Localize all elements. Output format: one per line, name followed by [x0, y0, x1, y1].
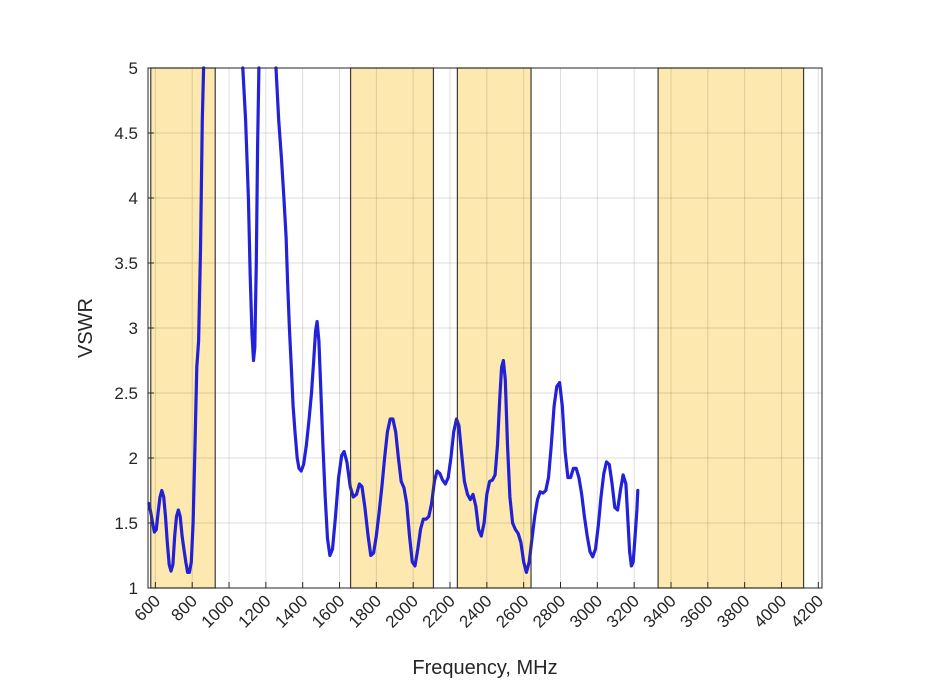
x-tick-label: 4200 [787, 591, 827, 631]
band-highlights [150, 68, 804, 588]
series-line-segment [274, 66, 640, 574]
y-tick-label: 2 [129, 449, 138, 468]
y-tick-label: 1 [129, 579, 138, 598]
y-tick-label: 3.5 [114, 254, 138, 273]
band-1 [150, 68, 216, 588]
series-line-segment [147, 66, 206, 574]
x-tick-label: 1600 [308, 591, 348, 631]
x-axis-ticks: 600 8001000120014001600180020002200240026… [131, 582, 827, 632]
y-tick-label: 3 [129, 319, 138, 338]
grid-lines [148, 67, 822, 589]
y-tick-label: 1.5 [114, 514, 138, 533]
y-axis-ticks: 1 1.5 2 2.5 3 3.5 4 4.5 5 [114, 59, 154, 598]
x-axis-title: Frequency, MHz [412, 657, 557, 679]
x-tick-label: 2800 [529, 591, 569, 631]
x-tick-label: 2400 [455, 591, 495, 631]
x-tick-label: 2200 [419, 591, 459, 631]
x-tick-label: 3400 [640, 591, 680, 631]
x-tick-label: 1200 [235, 591, 275, 631]
x-tick-label: 3200 [603, 591, 643, 631]
x-tick-label: 1800 [345, 591, 385, 631]
x-tick-label: 3800 [713, 591, 753, 631]
y-tick-label: 4 [129, 189, 138, 208]
y-axis-title: VSWR [75, 298, 97, 358]
y-tick-label: 5 [129, 59, 138, 78]
x-tick-label: 1000 [198, 591, 238, 631]
x-tick-label: 800 [168, 591, 201, 624]
x-tick-label: 4000 [750, 591, 790, 631]
x-tick-label: 3000 [566, 591, 606, 631]
x-tick-label: 2600 [492, 591, 532, 631]
x-tick-label: 3600 [676, 591, 716, 631]
series-layer [147, 66, 640, 574]
y-tick-label: 2.5 [114, 384, 138, 403]
x-tick-label: 1400 [271, 591, 311, 631]
band-3 [457, 68, 532, 588]
band-4 [658, 68, 804, 588]
y-tick-label: 4.5 [114, 124, 138, 143]
series-line-segment [241, 66, 261, 363]
x-tick-label: 2000 [382, 591, 422, 631]
